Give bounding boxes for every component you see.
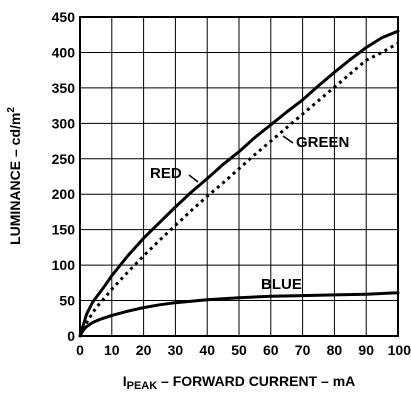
x-tick-label: 60 xyxy=(263,342,279,358)
series-line-blue xyxy=(78,291,400,338)
y-tick-labels: 0 50 100 150 200 250 300 350 400 450 xyxy=(52,9,76,344)
series-line-red xyxy=(78,29,400,338)
y-tick-label: 400 xyxy=(52,44,76,60)
y-tick-label: 0 xyxy=(67,328,75,344)
x-axis-title-rest: – FORWARD CURRENT – mA xyxy=(157,373,355,389)
x-tick-labels: 0 10 20 30 40 50 60 70 80 90 100 xyxy=(76,342,411,358)
x-tick-label: 10 xyxy=(104,342,120,358)
x-tick-label: 80 xyxy=(327,342,343,358)
x-tick-label: 20 xyxy=(136,342,152,358)
series-line-green xyxy=(78,41,399,337)
x-tick-label: 40 xyxy=(199,342,215,358)
grid xyxy=(79,16,399,337)
y-tick-label: 50 xyxy=(59,293,75,309)
x-tick-label: 30 xyxy=(168,342,184,358)
x-tick-label: 100 xyxy=(388,342,411,358)
y-axis-title-main: LUMINANCE – cd/m xyxy=(7,113,23,245)
series-label-green: GREEN xyxy=(296,134,349,151)
y-axis-title: LUMINANCE – cd/m2 xyxy=(6,107,23,245)
x-tick-label: 70 xyxy=(295,342,311,358)
series-lines xyxy=(78,29,400,338)
x-tick-label: 0 xyxy=(76,342,84,358)
y-tick-label: 100 xyxy=(52,257,76,273)
y-tick-label: 450 xyxy=(52,9,76,25)
series-label-red-leader xyxy=(188,174,199,183)
x-tick-label: 90 xyxy=(358,342,374,358)
y-tick-label: 150 xyxy=(52,222,76,238)
y-axis-title-sup: 2 xyxy=(6,107,17,113)
y-tick-label: 350 xyxy=(52,80,76,96)
series-label-blue: BLUE xyxy=(261,276,302,293)
y-tick-label: 200 xyxy=(52,186,76,202)
x-axis-title-sub: PEAK xyxy=(127,380,158,392)
x-axis-title-prefix: I xyxy=(123,373,127,389)
x-tick-label: 50 xyxy=(231,342,247,358)
series-label-green-leader xyxy=(282,135,294,144)
y-tick-label: 250 xyxy=(52,151,76,167)
y-tick-label: 300 xyxy=(52,115,76,131)
plot-frame xyxy=(79,16,399,337)
series-label-red: RED xyxy=(150,165,182,182)
x-axis-title: IPEAK – FORWARD CURRENT – mA xyxy=(123,373,356,392)
